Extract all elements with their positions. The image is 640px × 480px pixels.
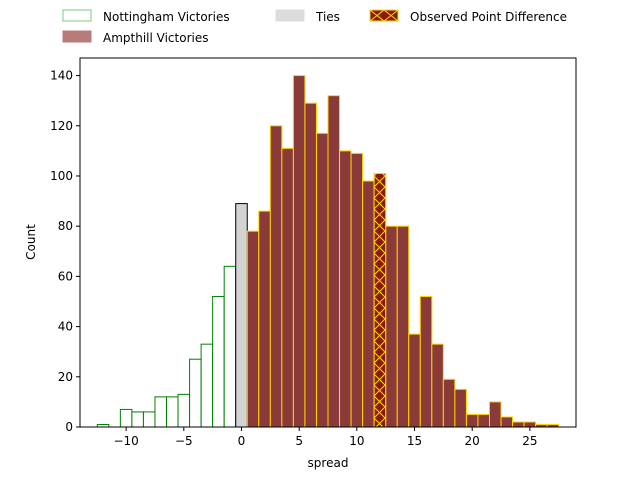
- x-tick-label: 15: [407, 434, 422, 448]
- x-tick-label: −5: [175, 434, 193, 448]
- bar-ampthill-victories-9: [339, 150, 352, 428]
- y-tick-label: 20: [58, 370, 73, 384]
- legend-label-observed: Observed Point Difference: [410, 10, 567, 24]
- x-tick-label: 5: [295, 434, 303, 448]
- bar-nottingham-victories--1: [223, 265, 237, 428]
- histogram-bars: [96, 75, 560, 428]
- y-tick-label: 120: [50, 119, 73, 133]
- y-tick-label: 80: [58, 219, 73, 233]
- bar-ampthill-victories-21: [477, 413, 490, 428]
- x-axis-label: spread: [308, 456, 349, 470]
- plot-frame: [79, 57, 577, 428]
- bar-ties-0: [235, 203, 248, 428]
- bar-ampthill-victories-7: [315, 132, 329, 428]
- legend-swatch-ties: [275, 9, 305, 22]
- bar-ampthill-victories-13: [385, 225, 398, 428]
- bar-ampthill-victories-19: [454, 388, 467, 428]
- bar-observed-point-difference-12: [373, 172, 387, 428]
- bar-ampthill-victories-15: [408, 333, 421, 428]
- bar-ampthill-victories-11: [362, 180, 375, 428]
- y-tick-label: 40: [58, 320, 73, 334]
- bar-nottingham-victories--7: [154, 396, 168, 428]
- bar-ampthill-victories-24: [512, 421, 525, 428]
- bar-nottingham-victories--5: [177, 393, 191, 428]
- bar-ampthill-victories-22: [488, 401, 502, 428]
- legend-swatch-nottingham: [62, 9, 92, 22]
- bar-ampthill-victories-3: [269, 125, 283, 428]
- bar-nottingham-victories--4: [189, 358, 202, 428]
- y-tick-label: 100: [50, 169, 73, 183]
- bar-ampthill-victories-10: [350, 152, 364, 428]
- y-axis-ticks: 0 20 40 60 80 100 120 140: [50, 69, 80, 434]
- legend-hatch-observed: [369, 9, 399, 22]
- bar-ampthill-victories-18: [442, 378, 456, 428]
- legend: Nottingham Victories Ampthill Victories …: [62, 9, 567, 45]
- bar-ampthill-victories-17: [431, 343, 444, 428]
- bar-ampthill-victories-1: [246, 230, 260, 428]
- bar-ampthill-victories-16: [419, 295, 433, 428]
- legend-swatch-ampthill: [62, 30, 92, 43]
- x-tick-label: −10: [113, 434, 138, 448]
- bar-ampthill-victories-6: [304, 102, 317, 428]
- x-tick-label: 10: [349, 434, 364, 448]
- y-axis-label: Count: [24, 224, 38, 260]
- bar-nottingham-victories--10: [119, 408, 133, 428]
- bar-nottingham-victories--6: [166, 396, 179, 428]
- legend-label-nottingham: Nottingham Victories: [103, 10, 230, 24]
- x-tick-label: 0: [238, 434, 246, 448]
- x-tick-label: 20: [465, 434, 480, 448]
- bar-nottingham-victories--8: [142, 411, 156, 428]
- x-tick-label: 25: [522, 434, 537, 448]
- legend-label-ampthill: Ampthill Victories: [103, 31, 208, 45]
- bar-ampthill-victories-2: [258, 210, 271, 428]
- bar-ampthill-victories-23: [500, 416, 514, 428]
- y-tick-label: 60: [58, 269, 73, 283]
- bar-ampthill-victories-14: [396, 225, 410, 428]
- bar-ampthill-victories-25: [523, 421, 537, 428]
- bar-nottingham-victories--9: [131, 411, 144, 428]
- bar-ampthill-victories-4: [281, 147, 294, 428]
- bar-nottingham-victories--2: [212, 295, 225, 428]
- x-axis-ticks: −10 −5 0 5 10 15 20 25: [113, 427, 538, 448]
- bar-ampthill-victories-8: [327, 95, 341, 428]
- legend-label-ties: Ties: [315, 10, 340, 24]
- bar-nottingham-victories--3: [200, 343, 214, 428]
- legend-swatch-observed: [369, 9, 399, 22]
- bar-ampthill-victories-20: [465, 413, 479, 428]
- y-tick-label: 0: [65, 420, 73, 434]
- bar-ampthill-victories-5: [292, 75, 306, 428]
- y-tick-label: 140: [50, 69, 73, 83]
